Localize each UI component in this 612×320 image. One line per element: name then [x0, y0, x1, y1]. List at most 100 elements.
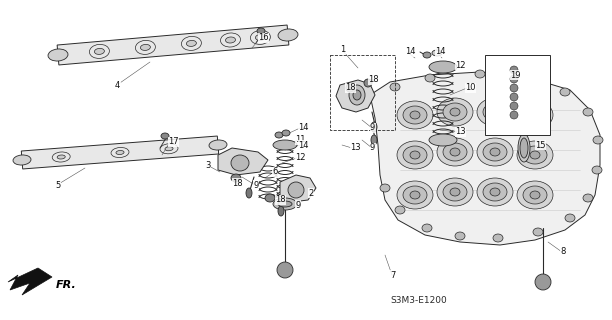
Ellipse shape — [371, 122, 377, 132]
Ellipse shape — [493, 234, 503, 242]
Text: 14: 14 — [405, 47, 416, 57]
Polygon shape — [280, 175, 316, 202]
Ellipse shape — [209, 140, 227, 150]
Text: 17: 17 — [168, 138, 179, 147]
Text: 2: 2 — [308, 188, 313, 197]
Ellipse shape — [275, 132, 283, 138]
Ellipse shape — [510, 75, 518, 83]
Ellipse shape — [277, 262, 293, 278]
Polygon shape — [336, 80, 375, 112]
Ellipse shape — [403, 106, 427, 124]
Text: 11: 11 — [295, 135, 305, 145]
Polygon shape — [218, 148, 268, 175]
Ellipse shape — [510, 111, 518, 119]
Text: S3M3-E1200: S3M3-E1200 — [390, 296, 447, 305]
Ellipse shape — [510, 84, 518, 92]
Ellipse shape — [450, 188, 460, 196]
Ellipse shape — [450, 108, 460, 116]
Text: 3: 3 — [205, 161, 211, 170]
Ellipse shape — [530, 111, 540, 119]
Ellipse shape — [410, 111, 420, 119]
Ellipse shape — [429, 61, 457, 73]
Ellipse shape — [510, 102, 518, 110]
Text: 9: 9 — [370, 124, 375, 132]
Ellipse shape — [422, 224, 432, 232]
Ellipse shape — [231, 155, 249, 171]
Ellipse shape — [410, 151, 420, 159]
Text: 10: 10 — [465, 84, 476, 92]
Text: 8: 8 — [560, 247, 565, 257]
Ellipse shape — [477, 178, 513, 206]
Ellipse shape — [165, 147, 173, 151]
Ellipse shape — [510, 93, 518, 101]
Text: 14: 14 — [435, 47, 446, 57]
Ellipse shape — [278, 29, 298, 41]
Ellipse shape — [490, 188, 500, 196]
Text: 14: 14 — [298, 140, 308, 149]
Ellipse shape — [364, 79, 372, 87]
Bar — [330, 55, 395, 130]
Ellipse shape — [265, 194, 275, 202]
Ellipse shape — [533, 228, 543, 236]
Text: 9: 9 — [253, 180, 258, 189]
Ellipse shape — [477, 98, 513, 126]
Text: FR.: FR. — [56, 280, 76, 290]
Ellipse shape — [443, 183, 467, 201]
Ellipse shape — [425, 74, 435, 82]
Ellipse shape — [560, 88, 570, 96]
Ellipse shape — [432, 50, 442, 56]
Ellipse shape — [13, 155, 31, 165]
Ellipse shape — [397, 181, 433, 209]
Ellipse shape — [246, 188, 252, 198]
Ellipse shape — [437, 178, 473, 206]
Ellipse shape — [288, 182, 304, 198]
Ellipse shape — [278, 201, 292, 207]
Ellipse shape — [523, 106, 547, 124]
Text: 9: 9 — [295, 201, 300, 210]
Ellipse shape — [518, 134, 530, 162]
Text: 13: 13 — [350, 143, 360, 153]
Ellipse shape — [530, 191, 540, 199]
Ellipse shape — [483, 103, 507, 121]
Ellipse shape — [410, 191, 420, 199]
Ellipse shape — [443, 103, 467, 121]
Ellipse shape — [390, 83, 400, 91]
Ellipse shape — [490, 148, 500, 156]
Ellipse shape — [583, 108, 593, 116]
Text: 9: 9 — [370, 143, 375, 153]
Ellipse shape — [371, 135, 377, 145]
Polygon shape — [21, 136, 218, 169]
Ellipse shape — [403, 146, 427, 164]
Ellipse shape — [257, 28, 265, 34]
Ellipse shape — [490, 108, 500, 116]
Text: 19: 19 — [510, 70, 520, 79]
Ellipse shape — [450, 148, 460, 156]
Ellipse shape — [57, 155, 65, 159]
Text: 18: 18 — [275, 196, 286, 204]
Text: 18: 18 — [345, 84, 356, 92]
Text: 1: 1 — [340, 45, 345, 54]
Ellipse shape — [535, 274, 551, 290]
Ellipse shape — [423, 52, 431, 58]
Ellipse shape — [437, 98, 473, 126]
Ellipse shape — [483, 183, 507, 201]
Ellipse shape — [187, 40, 196, 46]
Ellipse shape — [231, 174, 241, 182]
Ellipse shape — [116, 150, 124, 155]
Ellipse shape — [523, 146, 547, 164]
Ellipse shape — [94, 48, 105, 54]
Ellipse shape — [397, 141, 433, 169]
Text: 18: 18 — [232, 179, 242, 188]
Ellipse shape — [273, 140, 297, 150]
Polygon shape — [57, 25, 289, 65]
Text: 6: 6 — [272, 167, 277, 177]
Ellipse shape — [517, 101, 553, 129]
Ellipse shape — [273, 198, 297, 210]
Ellipse shape — [530, 151, 540, 159]
Ellipse shape — [523, 186, 547, 204]
Ellipse shape — [349, 85, 365, 105]
Ellipse shape — [593, 136, 603, 144]
Ellipse shape — [583, 194, 593, 202]
Text: 13: 13 — [455, 127, 466, 137]
Ellipse shape — [443, 143, 467, 161]
